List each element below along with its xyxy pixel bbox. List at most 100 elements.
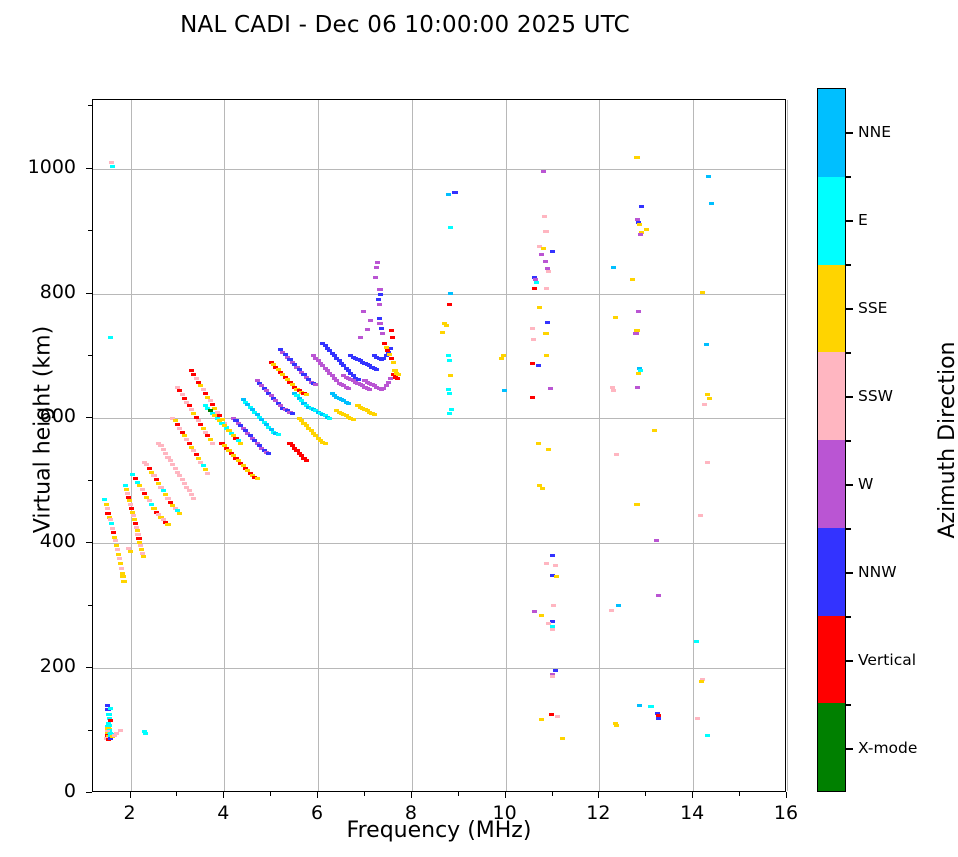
echo-cell bbox=[245, 403, 251, 407]
echo-cell bbox=[158, 515, 164, 519]
echo-cell bbox=[532, 610, 538, 614]
colorbar-segment bbox=[818, 615, 845, 704]
echo-cell bbox=[186, 489, 192, 493]
echo-cell bbox=[280, 350, 286, 354]
echo-cell bbox=[327, 349, 333, 353]
echo-cell bbox=[191, 373, 197, 377]
echo-cell bbox=[535, 441, 542, 445]
echo-cell bbox=[132, 521, 138, 525]
echo-cell bbox=[637, 704, 643, 708]
echo-cell bbox=[195, 456, 202, 460]
echo-cell bbox=[313, 356, 319, 360]
echo-cell bbox=[123, 484, 129, 488]
echo-cell bbox=[149, 470, 155, 474]
echo-cell bbox=[322, 344, 328, 348]
colorbar-tick bbox=[846, 660, 853, 662]
echo-cell bbox=[263, 389, 270, 393]
echo-cell bbox=[552, 564, 558, 568]
echo-cell bbox=[536, 305, 542, 309]
x-axis-minor-tick bbox=[739, 792, 741, 796]
echo-cell bbox=[174, 385, 180, 389]
echo-cell bbox=[540, 169, 546, 173]
echo-cell bbox=[158, 444, 164, 448]
gridline-horizontal bbox=[93, 168, 785, 170]
echo-cell bbox=[160, 448, 166, 452]
echo-cell bbox=[193, 376, 199, 380]
echo-cell bbox=[219, 421, 225, 425]
x-axis-tick-label: 10 bbox=[492, 802, 517, 824]
echo-cell bbox=[132, 476, 138, 480]
echo-cell bbox=[174, 470, 180, 474]
echo-cell bbox=[700, 290, 706, 294]
echo-cell bbox=[151, 506, 157, 510]
y-axis-tick bbox=[86, 542, 92, 544]
echo-cell bbox=[138, 544, 144, 548]
echo-cell bbox=[179, 393, 185, 397]
echo-cell bbox=[263, 423, 270, 427]
echo-cell bbox=[306, 426, 312, 430]
echo-cell bbox=[114, 548, 120, 552]
echo-cell bbox=[329, 351, 335, 355]
colorbar-label-nnw: NNW bbox=[858, 563, 897, 581]
colorbar-label-ssw: SSW bbox=[858, 387, 894, 405]
colorbar-boundary-tick bbox=[846, 352, 851, 354]
echo-cell bbox=[313, 383, 319, 387]
echo-cell bbox=[266, 425, 272, 429]
echo-cell bbox=[107, 719, 113, 723]
echo-cell bbox=[205, 434, 211, 438]
echo-cell bbox=[447, 225, 453, 229]
gridline-vertical bbox=[411, 100, 413, 791]
echo-cell bbox=[296, 451, 302, 455]
gridline-vertical bbox=[505, 100, 507, 791]
echo-cell bbox=[275, 368, 281, 372]
echo-cell bbox=[296, 416, 302, 420]
echo-cell bbox=[501, 354, 507, 358]
echo-cell bbox=[212, 414, 218, 418]
echo-cell bbox=[706, 396, 712, 400]
echo-cell bbox=[303, 424, 309, 428]
echo-cell bbox=[231, 416, 237, 420]
x-axis-tick bbox=[692, 792, 694, 798]
echo-cell bbox=[110, 526, 116, 530]
echo-cell bbox=[163, 520, 169, 524]
echo-cell bbox=[235, 439, 241, 443]
echo-cell bbox=[106, 515, 112, 519]
echo-cell bbox=[200, 388, 206, 392]
echo-cell bbox=[245, 431, 251, 435]
echo-cell bbox=[177, 389, 183, 393]
echo-cell bbox=[634, 503, 640, 507]
echo-cell bbox=[447, 292, 453, 296]
echo-cell bbox=[275, 401, 281, 405]
echo-cell bbox=[111, 530, 117, 534]
echo-cell bbox=[146, 466, 152, 470]
echo-cell bbox=[174, 509, 180, 513]
echo-cell bbox=[543, 331, 549, 335]
echo-cell bbox=[655, 716, 662, 720]
echo-cell bbox=[203, 391, 209, 395]
echo-cell bbox=[247, 471, 253, 475]
echo-cell bbox=[247, 405, 253, 409]
echo-cell bbox=[214, 410, 220, 414]
echo-cell bbox=[383, 345, 389, 349]
echo-cell bbox=[313, 434, 319, 438]
echo-cell bbox=[226, 429, 232, 433]
colorbar-label-nne: NNE bbox=[858, 123, 891, 141]
echo-cell bbox=[163, 451, 169, 455]
echo-cell bbox=[292, 385, 298, 389]
echo-cell bbox=[374, 260, 380, 264]
echo-cell bbox=[301, 373, 307, 377]
echo-cell bbox=[698, 514, 704, 518]
echo-cell bbox=[105, 721, 112, 725]
echo-cell bbox=[186, 441, 192, 445]
gridline-vertical bbox=[787, 100, 788, 791]
echo-cell bbox=[532, 275, 538, 279]
colorbar-label-sse: SSE bbox=[858, 299, 888, 317]
echo-cell bbox=[240, 398, 246, 402]
echo-cell bbox=[708, 202, 714, 206]
echo-cell bbox=[634, 155, 640, 159]
echo-scatter-layer bbox=[93, 100, 785, 791]
echo-cell bbox=[240, 464, 246, 468]
echo-cell bbox=[252, 410, 258, 414]
colorbar-segment bbox=[818, 264, 845, 353]
echo-cell bbox=[217, 419, 223, 423]
